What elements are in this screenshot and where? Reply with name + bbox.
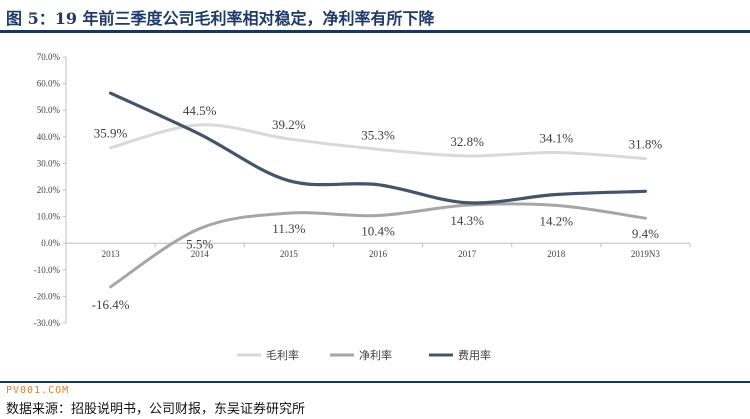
footer-divider — [0, 381, 750, 383]
data-label-gross-margin: 35.9% — [94, 126, 128, 141]
data-label-net-margin: -16.4% — [92, 297, 130, 312]
x-tick-label: 2016 — [369, 249, 388, 259]
y-tick-label: 30.0% — [37, 158, 61, 168]
y-tick-label: 20.0% — [37, 185, 61, 195]
title-bar: 图 5：19 年前三季度公司毛利率相对稳定，净利率有所下降 — [0, 0, 750, 33]
data-label-net-margin: 14.3% — [450, 213, 484, 228]
legend-label-3: 费用率 — [458, 348, 491, 362]
watermark: PV001.COM — [6, 385, 70, 396]
data-label-gross-margin: 31.8% — [629, 137, 663, 152]
x-tick-label: 2015 — [280, 249, 299, 259]
data-label-gross-margin: 44.5% — [183, 103, 217, 118]
x-tick-label: 2014 — [191, 249, 210, 259]
x-tick-label: 2013 — [102, 249, 121, 259]
data-label-net-margin: 11.3% — [272, 221, 305, 236]
source-note: 数据来源：招股说明书，公司财报，东吴证券研究所 — [6, 402, 306, 417]
legend-label-1: 毛利率 — [266, 348, 299, 362]
y-tick-label: 50.0% — [37, 105, 61, 115]
figure-title: 图 5：19 年前三季度公司毛利率相对稳定，净利率有所下降 — [6, 9, 435, 28]
data-label-net-margin: 14.2% — [539, 213, 573, 228]
y-tick-label: -10.0% — [34, 265, 61, 275]
y-tick-label: -20.0% — [34, 291, 61, 301]
data-label-gross-margin: 32.8% — [450, 134, 484, 149]
series-line-2 — [109, 202, 647, 289]
x-tick-label: 2017 — [458, 249, 477, 259]
legend-label-2: 净利率 — [359, 348, 392, 362]
y-tick-label: 40.0% — [37, 132, 61, 142]
y-tick-label: -30.0% — [34, 318, 61, 328]
x-tick-label: 2018 — [547, 249, 566, 259]
data-label-net-margin: 9.4% — [632, 226, 659, 241]
y-tick-label: 60.0% — [37, 79, 61, 89]
y-tick-label: 0.0% — [41, 238, 60, 248]
line-chart: 70.0% 60.0% 50.0% 40.0% 30.0% 20.0% 10.0% 0.0% -… — [34, 52, 691, 362]
y-tick-label: 10.0% — [37, 212, 61, 222]
data-label-net-margin: 5.5% — [186, 237, 213, 252]
data-label-gross-margin: 39.2% — [272, 117, 306, 132]
data-label-net-margin: 10.4% — [361, 224, 395, 239]
series-line-1 — [109, 123, 647, 161]
series-line-3 — [108, 91, 648, 205]
data-label-gross-margin: 34.1% — [539, 130, 573, 145]
x-tick-label: 2019N3 — [631, 249, 660, 259]
y-tick-label: 70.0% — [37, 52, 61, 62]
data-label-gross-margin: 35.3% — [361, 127, 395, 142]
